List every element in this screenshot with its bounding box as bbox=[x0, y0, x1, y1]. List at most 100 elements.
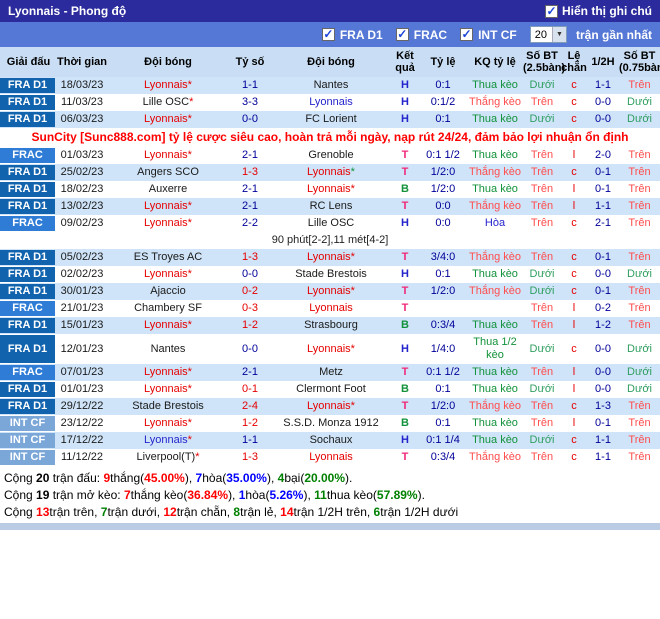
home-team[interactable]: Chambery SF bbox=[107, 300, 229, 317]
away-team[interactable]: FC Lorient bbox=[271, 111, 391, 128]
league-cell: FRA D1 bbox=[0, 94, 57, 111]
over-under-0-75: Trên bbox=[619, 164, 660, 181]
away-team[interactable]: Lyonnais* bbox=[271, 181, 391, 198]
away-team[interactable]: Lyonnais bbox=[271, 449, 391, 466]
full-time-score: 1-1 bbox=[229, 432, 271, 449]
full-time-score: 1-3 bbox=[229, 164, 271, 181]
away-team[interactable]: Lyonnais* bbox=[271, 283, 391, 300]
half-time-score: 1-1 bbox=[587, 432, 619, 449]
full-time-score: 2-1 bbox=[229, 364, 271, 381]
league-checkbox-frac[interactable]: ✓ bbox=[395, 27, 409, 41]
away-team[interactable]: Lyonnais bbox=[271, 300, 391, 317]
league-checkbox-fra-d1[interactable]: ✓ bbox=[321, 27, 335, 41]
away-team[interactable]: RC Lens bbox=[271, 198, 391, 215]
note-row: 90 phút[2-2],11 mét[4-2] bbox=[0, 232, 660, 249]
team-name: Lyonnais bbox=[309, 96, 353, 108]
team-star: * bbox=[187, 434, 192, 446]
away-team[interactable]: Strasbourg bbox=[271, 317, 391, 334]
team-name: Lyonnais bbox=[307, 183, 351, 195]
show-notes-checkbox[interactable]: ✓ bbox=[545, 3, 558, 18]
home-team[interactable]: Lyonnais* bbox=[107, 111, 229, 128]
home-team[interactable]: Ajaccio bbox=[107, 283, 229, 300]
home-team[interactable]: Lyonnais* bbox=[107, 317, 229, 334]
col-header-bt25: Số BT (2.5bàn) bbox=[523, 47, 565, 77]
col-header-league: Giải đấu bbox=[0, 47, 57, 77]
league-badge: FRAC bbox=[0, 148, 55, 163]
league-cell: FRA D1 bbox=[0, 283, 57, 300]
over-under-0-75: Dưới bbox=[619, 111, 660, 128]
half-time-score: 0-0 bbox=[587, 381, 619, 398]
league-badge: FRA D1 bbox=[0, 182, 55, 197]
handicap-odds: 1/2:0 bbox=[419, 398, 467, 415]
home-team[interactable]: Nantes bbox=[107, 334, 229, 364]
league-checkbox-int-cf[interactable]: ✓ bbox=[460, 27, 474, 41]
team-star: * bbox=[187, 217, 192, 229]
home-team[interactable]: Lyonnais* bbox=[107, 198, 229, 215]
home-team[interactable]: Lyonnais* bbox=[107, 266, 229, 283]
odd-even: c bbox=[561, 94, 587, 111]
ad-row: SunCity [Sunc888.com] tỷ lệ cược siêu ca… bbox=[0, 128, 660, 147]
ad-banner[interactable]: SunCity [Sunc888.com] tỷ lệ cược siêu ca… bbox=[0, 128, 660, 147]
handicap-odds: 0:1 1/2 bbox=[419, 147, 467, 164]
odd-even: l bbox=[561, 381, 587, 398]
summary-segment: Cộng bbox=[4, 505, 37, 519]
league-cell: FRA D1 bbox=[0, 317, 57, 334]
home-team[interactable]: Lyonnais* bbox=[107, 381, 229, 398]
home-team[interactable]: Lyonnais* bbox=[107, 415, 229, 432]
team-name: Lyonnais bbox=[144, 217, 188, 229]
filter-bar: ✓ FRA D1 ✓ FRAC ✓ INT CF 20 ▼ trận gần n… bbox=[0, 22, 660, 47]
away-team[interactable]: Lyonnais bbox=[271, 94, 391, 111]
match-row: FRA D1 15/01/23 Lyonnais* 1-2 Strasbourg B 0:3… bbox=[0, 317, 660, 334]
home-team[interactable]: Liverpool(T)* bbox=[107, 449, 229, 466]
summary-segment: 19 bbox=[36, 488, 50, 502]
home-team[interactable]: Lyonnais* bbox=[107, 147, 229, 164]
away-team[interactable]: Metz bbox=[271, 364, 391, 381]
away-team[interactable]: Nantes bbox=[271, 77, 391, 94]
away-team[interactable]: Lyonnais* bbox=[271, 398, 391, 415]
handicap-odds: 1/4:0 bbox=[419, 334, 467, 364]
over-under-0-75: Trên bbox=[619, 432, 660, 449]
handicap-odds: 0:1/2 bbox=[419, 94, 467, 111]
match-row: FRAC 01/03/23 Lyonnais* 2-1 Grenoble T 0:1 1/2… bbox=[0, 147, 660, 164]
full-time-score: 2-1 bbox=[229, 198, 271, 215]
home-team[interactable]: Angers SCO bbox=[107, 164, 229, 181]
summary-segment: bại( bbox=[284, 471, 305, 485]
handicap-result: Thua kèo bbox=[467, 111, 523, 128]
match-row: FRA D1 29/12/22 Stade Brestois 2-4 Lyonnais*… bbox=[0, 398, 660, 415]
away-team[interactable]: Stade Brestois bbox=[271, 266, 391, 283]
matches-table: Giải đấu Thời gian Đội bóng Tỷ số Đội bó… bbox=[0, 47, 660, 466]
team-name: Lyonnais bbox=[144, 268, 188, 280]
away-team[interactable]: Grenoble bbox=[271, 147, 391, 164]
away-team[interactable]: S.S.D. Monza 1912 bbox=[271, 415, 391, 432]
odd-even: l bbox=[561, 364, 587, 381]
full-time-score: 1-3 bbox=[229, 249, 271, 266]
away-team[interactable]: Lyonnais* bbox=[271, 164, 391, 181]
away-team[interactable]: Lyonnais* bbox=[271, 249, 391, 266]
league-cell: INT CF bbox=[0, 449, 57, 466]
show-notes-label: Hiển thị ghi chú bbox=[562, 4, 652, 18]
home-team[interactable]: Auxerre bbox=[107, 181, 229, 198]
home-team[interactable]: Stade Brestois bbox=[107, 398, 229, 415]
recent-count-select[interactable]: 20 ▼ bbox=[529, 26, 567, 43]
league-badge: FRA D1 bbox=[0, 318, 55, 333]
half-time-score: 1-2 bbox=[587, 317, 619, 334]
away-team[interactable]: Clermont Foot bbox=[271, 381, 391, 398]
home-team[interactable]: ES Troyes AC bbox=[107, 249, 229, 266]
away-team[interactable]: Lille OSC bbox=[271, 215, 391, 232]
home-team[interactable]: Lille OSC* bbox=[107, 94, 229, 111]
team-name: Lyonnais bbox=[307, 251, 351, 263]
away-team[interactable]: Lyonnais* bbox=[271, 334, 391, 364]
home-team[interactable]: Lyonnais* bbox=[107, 77, 229, 94]
page-title: Lyonnais - Phong độ bbox=[8, 4, 127, 18]
home-team[interactable]: Lyonnais* bbox=[107, 432, 229, 449]
home-team[interactable]: Lyonnais* bbox=[107, 364, 229, 381]
over-under-2-5: Trên bbox=[523, 249, 561, 266]
table-header-row: Giải đấu Thời gian Đội bóng Tỷ số Đội bó… bbox=[0, 47, 660, 77]
home-team[interactable]: Lyonnais* bbox=[107, 215, 229, 232]
over-under-0-75: Dưới bbox=[619, 266, 660, 283]
footer-strip bbox=[0, 523, 660, 530]
handicap-result: Thua kèo bbox=[467, 77, 523, 94]
league-badge: FRAC bbox=[0, 365, 55, 380]
handicap-result: Thua kèo bbox=[467, 415, 523, 432]
away-team[interactable]: Sochaux bbox=[271, 432, 391, 449]
